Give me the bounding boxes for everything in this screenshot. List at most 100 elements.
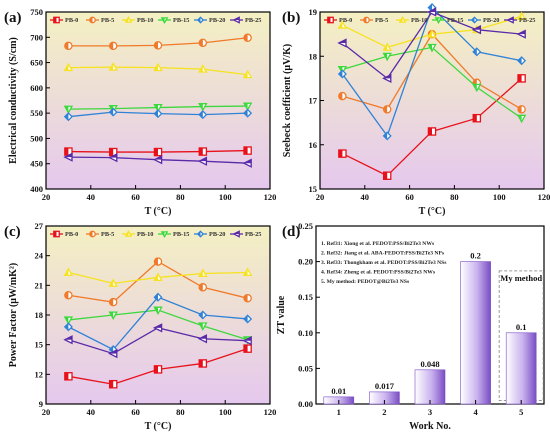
- data-point-pb-10-fill: [109, 279, 114, 287]
- x-tick-label: 100: [493, 192, 506, 202]
- y-tick-label: 15: [35, 340, 44, 350]
- legend-marker-pb-25: [506, 16, 514, 24]
- legend-marker-pb-5: [89, 16, 96, 24]
- data-point-pb-20-fill: [199, 111, 203, 119]
- data-point-pb-5-fill: [518, 105, 522, 113]
- data-point-pb-0: [64, 372, 73, 381]
- x-tick-label: 2: [382, 407, 386, 417]
- bar-work-4: [460, 261, 491, 405]
- y-tick-label: 750: [30, 7, 43, 17]
- data-point-pb-15: [108, 311, 118, 320]
- data-point-pb-20: [153, 109, 163, 119]
- data-point-pb-5: [382, 105, 392, 114]
- data-point-pb-25-fill: [518, 30, 526, 35]
- legend-label-pb-15: PB-15: [173, 17, 189, 24]
- data-point-pb-0: [153, 147, 163, 157]
- x-tick-label: 120: [538, 192, 550, 202]
- legend-marker-pb-15: [434, 17, 443, 25]
- data-point-pb-5: [153, 257, 163, 266]
- data-point-pb-0: [243, 344, 252, 353]
- reference-entry: 3. Ref33: Thongkham et al. PEDOT:PSS/Bi2…: [321, 260, 447, 266]
- y-tick-label: 0.05: [298, 363, 313, 373]
- legend-marker-pb-20: [196, 230, 205, 238]
- data-point-pb-20-fill: [109, 346, 114, 354]
- legend-marker-pb-15: [160, 17, 169, 25]
- data-point-pb-0: [108, 379, 118, 389]
- data-point-pb-20: [63, 322, 73, 332]
- data-point-pb-5-fill: [244, 294, 248, 302]
- legend-label-pb-5: PB-5: [101, 231, 114, 238]
- legend-marker-pb-15-fill: [161, 17, 165, 23]
- data-point-pb-10: [108, 62, 118, 71]
- x-tick-label: 20: [42, 192, 51, 202]
- y-tick-label: 16: [309, 140, 318, 150]
- y-tick-label: 18: [35, 310, 44, 320]
- data-point-pb-0: [198, 147, 208, 156]
- data-point-pb-25-fill: [109, 349, 117, 354]
- data-point-pb-15-fill: [64, 106, 69, 113]
- data-point-pb-15-fill: [199, 103, 203, 111]
- data-point-pb-15-fill: [109, 105, 114, 113]
- y-tick-label: 15: [309, 184, 318, 194]
- data-point-pb-0: [198, 359, 208, 368]
- data-point-pb-25: [63, 152, 73, 162]
- data-point-pb-20-fill: [64, 323, 69, 331]
- legend-label-pb-10: PB-10: [411, 17, 427, 24]
- legend-label-pb-0: PB-0: [65, 231, 78, 238]
- data-point-pb-15: [63, 316, 74, 325]
- x-axis-label: T (°C): [145, 421, 172, 432]
- legend-label-pb-15: PB-15: [447, 17, 463, 24]
- data-point-pb-25-fill: [244, 337, 252, 341]
- data-point-pb-20: [108, 107, 118, 117]
- y-tick-label: 0.25: [298, 221, 313, 231]
- data-point-pb-5-fill: [199, 39, 203, 47]
- data-point-pb-0-fill: [199, 147, 203, 156]
- data-point-pb-20: [243, 314, 253, 324]
- data-point-pb-20: [198, 310, 208, 320]
- data-point-pb-15-fill: [473, 84, 477, 91]
- legend-marker-pb-25: [232, 230, 240, 238]
- legend-marker-pb-20-fill: [197, 17, 201, 23]
- data-point-pb-10: [242, 267, 253, 277]
- data-point-pb-5: [198, 283, 208, 292]
- data-point-pb-20-fill: [338, 70, 343, 78]
- y-tick-label: 18: [309, 51, 318, 61]
- data-point-pb-0-fill: [109, 148, 114, 156]
- x-tick-label: 60: [131, 407, 140, 417]
- legend-marker-pb-10: [398, 15, 407, 23]
- x-tick-label: 80: [450, 192, 459, 202]
- legend-label-pb-0: PB-0: [65, 17, 78, 24]
- data-point-pb-0: [472, 113, 482, 123]
- data-point-pb-10-fill: [199, 269, 203, 277]
- y-tick-label: 21: [35, 280, 44, 290]
- data-point-pb-0-fill: [199, 359, 203, 368]
- legend-label-pb-20: PB-20: [209, 17, 225, 24]
- legend-marker-pb-25: [232, 16, 240, 24]
- legend-marker-pb-20-fill: [197, 231, 201, 237]
- legend-label-pb-10: PB-10: [137, 231, 153, 238]
- data-point-pb-10-fill: [244, 71, 248, 78]
- data-point-pb-0-fill: [428, 127, 432, 136]
- data-point-pb-0-fill: [154, 365, 158, 373]
- x-tick-label: 3: [428, 407, 432, 417]
- data-point-pb-5: [243, 293, 252, 303]
- data-point-pb-5-fill: [109, 42, 114, 50]
- legend-marker-pb-20: [470, 16, 479, 24]
- x-axis-label: Work No.: [409, 421, 451, 432]
- legend-marker-pb-15-fill: [161, 231, 165, 237]
- data-point-pb-20-fill: [244, 109, 248, 117]
- data-point-pb-10: [63, 62, 74, 72]
- data-point-pb-15: [198, 322, 208, 331]
- data-point-pb-25: [197, 156, 208, 166]
- data-point-pb-25: [197, 334, 208, 344]
- legend-marker-pb-5: [363, 16, 370, 24]
- data-point-pb-25-fill: [244, 159, 252, 164]
- x-tick-label: 60: [131, 192, 140, 202]
- data-point-pb-15: [198, 103, 208, 112]
- y-tick-label: 0.20: [298, 257, 313, 267]
- data-point-pb-25: [108, 348, 118, 359]
- data-point-pb-0: [382, 171, 392, 180]
- data-point-pb-10: [153, 272, 163, 281]
- data-point-pb-5: [64, 41, 73, 51]
